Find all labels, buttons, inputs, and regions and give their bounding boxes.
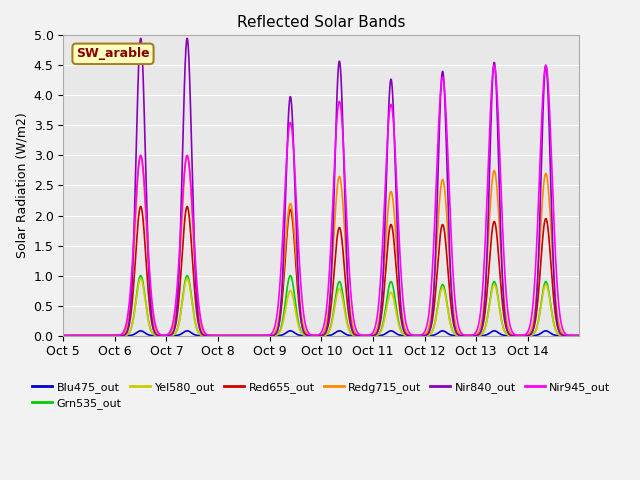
Legend: Blu475_out, Grn535_out, Yel580_out, Red655_out, Redg715_out, Nir840_out, Nir945_: Blu475_out, Grn535_out, Yel580_out, Red6… [28,377,615,413]
Text: SW_arable: SW_arable [76,48,150,60]
Y-axis label: Solar Radiation (W/m2): Solar Radiation (W/m2) [15,113,28,258]
Title: Reflected Solar Bands: Reflected Solar Bands [237,15,406,30]
